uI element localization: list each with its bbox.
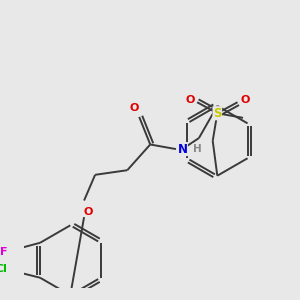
- Text: O: O: [185, 95, 194, 105]
- Text: Cl: Cl: [0, 263, 8, 274]
- Text: S: S: [213, 107, 222, 120]
- Text: O: O: [240, 95, 250, 105]
- Text: N: N: [177, 142, 188, 156]
- Text: O: O: [84, 207, 93, 217]
- Text: H: H: [193, 144, 202, 154]
- Text: F: F: [0, 247, 7, 257]
- Text: O: O: [129, 103, 138, 113]
